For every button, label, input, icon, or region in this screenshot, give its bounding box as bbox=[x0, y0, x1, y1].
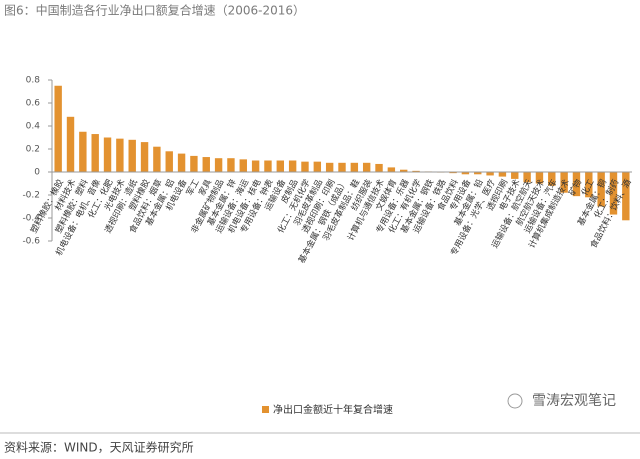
y-tick-label: 0.2 bbox=[26, 145, 40, 155]
bar bbox=[264, 160, 272, 172]
y-tick-label: 0.6 bbox=[26, 99, 41, 109]
y-tick-label: 0 bbox=[34, 168, 40, 178]
bar bbox=[165, 151, 173, 172]
bar bbox=[153, 146, 161, 172]
bar bbox=[91, 134, 99, 172]
chart-title: 图6：中国制造各行业净出口额复合增速（2006-2016） bbox=[4, 3, 305, 18]
bar bbox=[511, 172, 519, 179]
bar bbox=[387, 167, 396, 172]
bar bbox=[597, 172, 605, 207]
source: 资料来源：WIND，天风证券研究所 bbox=[4, 440, 194, 455]
bar bbox=[214, 158, 223, 172]
watermark: 雪涛宏观笔记 bbox=[532, 393, 616, 409]
legend-swatch bbox=[262, 406, 269, 413]
bar bbox=[251, 160, 260, 172]
bar bbox=[190, 155, 198, 172]
bar bbox=[622, 172, 630, 221]
bar bbox=[103, 137, 112, 172]
bar bbox=[609, 172, 618, 215]
bar bbox=[140, 142, 149, 172]
bar bbox=[560, 172, 568, 193]
legend-label: 净出口金额近十年复合增速 bbox=[273, 403, 393, 416]
bar bbox=[239, 159, 247, 172]
bar bbox=[449, 172, 457, 174]
bar bbox=[288, 160, 297, 172]
y-tick-label: -0.4 bbox=[22, 214, 40, 224]
bar bbox=[362, 162, 371, 172]
bar bbox=[338, 162, 346, 172]
bar bbox=[474, 172, 482, 175]
y-tick-label: 0.4 bbox=[26, 122, 41, 132]
y-tick-label: -0.6 bbox=[22, 237, 40, 247]
bar bbox=[177, 153, 186, 172]
bar bbox=[116, 138, 124, 172]
watermark-icon bbox=[507, 393, 523, 409]
bar bbox=[54, 85, 62, 172]
bar bbox=[498, 172, 507, 177]
bar bbox=[227, 158, 235, 172]
bar bbox=[412, 170, 420, 172]
bar bbox=[548, 172, 556, 186]
bar bbox=[350, 162, 359, 172]
bar bbox=[202, 157, 210, 172]
bar bbox=[325, 162, 334, 172]
bar bbox=[79, 131, 87, 172]
bar bbox=[572, 172, 581, 197]
bar bbox=[461, 172, 470, 175]
bar bbox=[276, 160, 284, 172]
y-tick-label: 0.8 bbox=[26, 76, 41, 86]
y-tick-label: -0.2 bbox=[22, 191, 40, 201]
bar bbox=[313, 161, 322, 172]
bar bbox=[585, 172, 593, 198]
bar bbox=[535, 172, 544, 184]
bar bbox=[128, 139, 136, 172]
bar bbox=[301, 161, 309, 172]
bar bbox=[486, 172, 494, 176]
bar bbox=[523, 172, 531, 183]
bar bbox=[400, 169, 408, 172]
bar bbox=[375, 163, 383, 172]
bar bbox=[66, 116, 75, 172]
